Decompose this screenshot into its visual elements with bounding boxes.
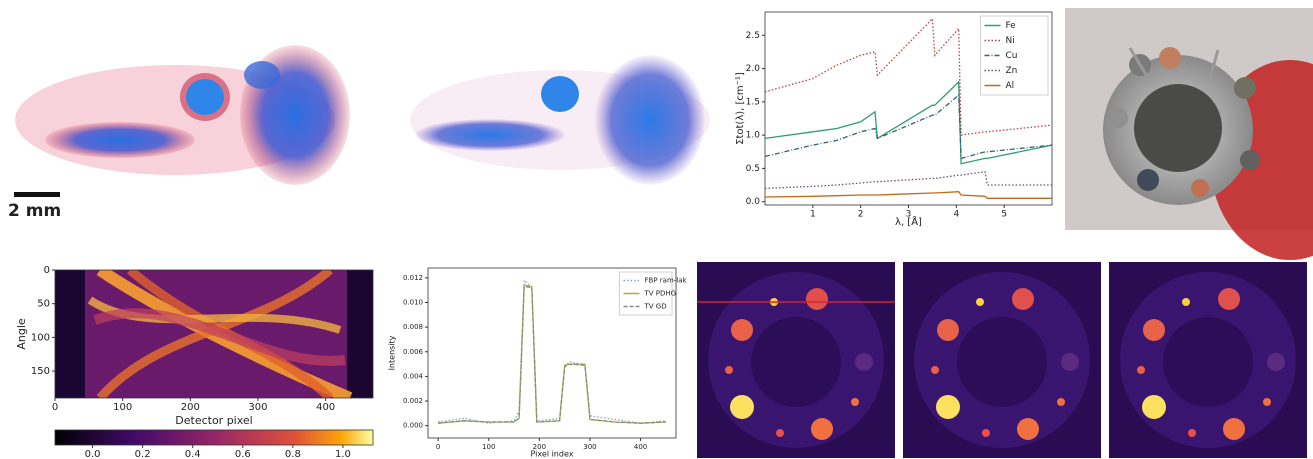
y-tick-label: 2.5 [746,31,760,41]
series-line [764,17,1053,136]
series-line [764,191,1052,199]
legend-label: Ni [1006,36,1015,46]
y-tick-label: 0.000 [403,422,423,430]
x-tick-label: 100 [113,402,132,413]
y-axis-label: Intensity [388,335,397,370]
x-axis-label: Detector pixel [175,414,252,427]
legend-label: Cu [1006,51,1018,61]
y-tick-label: 100 [31,332,50,343]
scale-bar-label: 2 mm [8,201,61,221]
volume-render-1 [15,45,350,185]
x-axis-label: Pixel index [531,450,574,459]
scale-bar [14,192,60,197]
x-tick-label: 5 [1001,210,1007,220]
y-tick-label: 0.004 [403,372,424,380]
y-axis-label: Σtot(λ), [cm⁻¹] [735,72,746,145]
y-tick-label: 0.006 [403,348,424,356]
y-tick-label: 0.008 [403,323,423,331]
legend-label: Zn [1006,66,1018,76]
legend-label: TV GD [644,303,667,311]
x-tick-label: 300 [248,402,267,413]
y-axis-label: Angle [15,318,28,350]
colorbar-tick-label: 0.4 [185,449,201,459]
y-tick-label: 150 [31,366,50,377]
colorbar-tick-label: 0.2 [135,449,151,459]
x-tick-label: 200 [181,402,200,413]
x-tick-label: 300 [583,443,596,451]
legend-label: Fe [1006,21,1017,31]
legend-label: TV PDHG [644,290,677,298]
y-tick-label: 0.0 [746,197,761,207]
x-tick-label: 2 [858,210,864,220]
reconstruction-tv-gd [1109,262,1307,458]
y-tick-label: 2.0 [746,64,761,74]
x-tick-label: 400 [316,402,335,413]
reconstruction-fbp [697,262,895,458]
series-line [438,285,666,424]
sample-photo [1065,8,1313,260]
colorbar-tick-label: 1.0 [335,449,351,459]
y-tick-label: 0.012 [403,274,423,282]
colorbar-tick-label: 0.6 [235,449,251,459]
plot-frame [54,269,374,399]
x-tick-label: 400 [634,443,647,451]
y-tick-label: 1.5 [746,97,760,107]
x-tick-label: 4 [953,210,959,220]
colorbar-tick-label: 0.0 [85,449,101,459]
reconstruction-tv-pdhg [903,262,1101,458]
legend-label: Al [1006,81,1015,91]
x-tick-label: 0 [436,443,440,451]
series-line [764,170,1052,190]
volume-render-2 [410,55,710,185]
colorbar [54,429,374,446]
y-tick-label: 0 [44,265,50,276]
x-tick-label: 1 [810,210,816,220]
x-tick-label: 0 [52,402,58,413]
series-line [764,93,1053,160]
x-axis-label: λ, [Å] [895,215,922,228]
y-tick-label: 1.0 [746,131,761,141]
y-tick-label: 50 [37,299,50,310]
colorbar-tick-label: 0.8 [285,449,301,459]
series-line [764,80,1053,165]
x-tick-label: 3 [906,210,912,220]
plot-frame [427,267,677,439]
x-tick-label: 100 [482,443,495,451]
legend-label: FBP ram-lak [645,277,688,285]
sinogram-image [55,270,373,398]
y-tick-label: 0.5 [746,164,760,174]
x-tick-label: 200 [533,443,546,451]
y-tick-label: 0.002 [403,397,423,405]
y-tick-label: 0.010 [403,298,423,306]
